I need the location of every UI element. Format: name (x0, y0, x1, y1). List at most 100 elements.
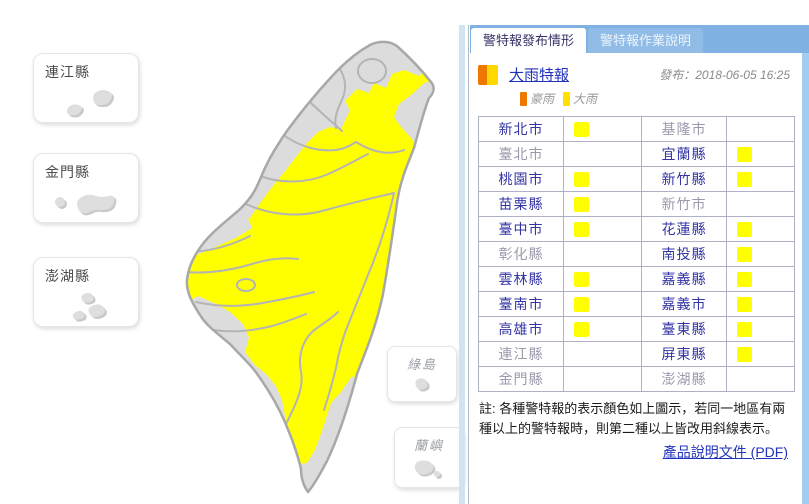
big-rain-legend-label: 大雨 (573, 92, 598, 106)
warning-table-row: 苗栗縣 新竹市 (478, 191, 795, 217)
big-rain-chip (737, 171, 752, 187)
county-name-cell[interactable]: 桃園市 (478, 166, 564, 192)
warning-table-row: 連江縣 屏東縣 (478, 341, 795, 367)
warning-chip-cell (726, 191, 795, 217)
warning-chip-cell (563, 116, 642, 142)
islet-box-green-island[interactable]: 綠島 (387, 346, 457, 402)
county-name-cell: 臺北市 (478, 141, 564, 167)
panel-left-border (468, 25, 469, 504)
chiayi-city-boundary (236, 278, 256, 292)
taiwan-warning-map[interactable] (160, 18, 478, 504)
big-rain-chip (737, 346, 752, 362)
big-rain-chip (574, 221, 589, 237)
county-name-cell[interactable]: 臺南市 (478, 291, 564, 317)
warning-chip-cell (563, 266, 642, 292)
county-name-cell[interactable]: 臺中市 (478, 216, 564, 242)
offshore-county-label: 金門縣 (45, 164, 90, 180)
county-name-cell: 澎湖縣 (641, 366, 727, 392)
penghu-islands-icon (72, 292, 107, 322)
warning-chip-cell (726, 241, 795, 267)
green-island-icon (415, 378, 430, 392)
tab-warning-info[interactable]: 警特報作業說明 (588, 28, 704, 53)
big-rain-color-half (487, 64, 498, 85)
offshore-county-label: 連江縣 (45, 64, 90, 80)
product-doc-pdf-link[interactable]: 產品說明文件 (PDF) (662, 444, 788, 461)
tab-warning-status[interactable]: 警特報發布情形 (471, 28, 587, 53)
warning-chip-cell (726, 266, 795, 292)
county-name-cell[interactable]: 高雄市 (478, 316, 564, 342)
offshore-box-penghu[interactable]: 澎湖縣 (33, 257, 139, 327)
county-name-cell[interactable]: 屏東縣 (641, 341, 727, 367)
warning-table-row: 臺南市 嘉義市 (478, 291, 795, 317)
issued-timestamp: 發布：2018-06-05 16:25 (659, 68, 790, 82)
warning-chip-cell (726, 166, 795, 192)
warning-chip-cell (726, 316, 795, 342)
warning-chip-cell (726, 291, 795, 317)
county-name-cell[interactable]: 宜蘭縣 (641, 141, 727, 167)
islet-label: 蘭嶼 (413, 438, 444, 453)
heavy-rain-legend-label: 豪雨 (530, 92, 555, 106)
county-name-cell[interactable]: 新竹縣 (641, 166, 727, 192)
county-name-cell[interactable]: 雲林縣 (478, 266, 564, 292)
big-rain-chip (574, 171, 589, 187)
county-name-cell[interactable]: 臺東縣 (641, 316, 727, 342)
warning-chip-cell (563, 166, 642, 192)
big-rain-chip (574, 321, 589, 337)
warning-table-row: 彰化縣 南投縣 (478, 241, 795, 267)
doc-link-row: 產品說明文件 (PDF) (478, 442, 788, 462)
islet-box-orchid-island[interactable]: 蘭嶼 (394, 427, 464, 488)
heavy-rain-color-half (478, 64, 487, 85)
big-rain-chip (737, 321, 752, 337)
warning-chip-cell (726, 216, 795, 242)
county-name-cell: 彰化縣 (478, 241, 564, 267)
county-name-cell: 金門縣 (478, 366, 564, 392)
big-rain-chip (737, 296, 752, 312)
matsu-islands-icon (66, 90, 114, 118)
rain-advisory-icon (478, 64, 498, 85)
county-name-cell: 新竹市 (641, 191, 727, 217)
warning-table-row: 高雄市 臺東縣 (478, 316, 795, 342)
warning-table-row: 臺北市 宜蘭縣 (478, 141, 795, 167)
color-note: 註: 各種警特報的表示顏色如上圖示，若同一地區有兩種以上的警特報時，則第二種以上… (479, 401, 786, 437)
warning-chip-cell (563, 366, 642, 392)
county-name-cell[interactable]: 花蓮縣 (641, 216, 727, 242)
heavy-rain-advisory-link[interactable]: 大雨特報 (509, 67, 570, 84)
big-rain-chip (737, 246, 752, 262)
panel-left-strip (459, 25, 465, 504)
big-rain-chip (737, 271, 752, 287)
warning-chip-cell (563, 141, 642, 167)
warning-table-row: 新北市 基隆市 (478, 116, 795, 142)
county-name-cell: 連江縣 (478, 341, 564, 367)
big-rain-legend-chip (563, 91, 571, 106)
county-name-cell[interactable]: 嘉義市 (641, 291, 727, 317)
warning-chip-cell (563, 241, 642, 267)
county-name-cell[interactable]: 新北市 (478, 116, 564, 142)
orchid-island-icon (414, 460, 442, 479)
warning-chip-cell (563, 291, 642, 317)
big-rain-chip (737, 146, 752, 162)
warning-chip-cell (563, 316, 642, 342)
islet-label: 綠島 (406, 357, 437, 372)
advisory-panel: 警特報發布情形 警特報作業說明 大雨特報 發布：2018-06-05 16:25… (470, 25, 809, 504)
warning-chip-cell (726, 116, 795, 142)
warning-table-row: 臺中市 花蓮縣 (478, 216, 795, 242)
county-name-cell[interactable]: 南投縣 (641, 241, 727, 267)
county-name-cell[interactable]: 嘉義縣 (641, 266, 727, 292)
county-name-cell: 基隆市 (641, 116, 727, 142)
county-warning-table: 新北市 基隆市 臺北市 宜蘭縣 桃園市 新竹縣 苗栗縣 新竹市 臺中市 花蓮縣 彰化縣 南投縣 雲林縣嘉… (478, 116, 795, 392)
warning-table-row: 雲林縣 嘉義縣 (478, 266, 795, 292)
tab-bar: 警特報發布情形 警特報作業說明 (470, 25, 809, 53)
heavy-rain-legend-chip (520, 91, 527, 106)
big-rain-chip (574, 121, 589, 137)
big-rain-chip (574, 196, 589, 212)
offshore-box-kinmen[interactable]: 金門縣 (33, 153, 139, 223)
warning-chip-cell (726, 141, 795, 167)
taiwan-coastline (185, 40, 435, 494)
rain-legend: 豪雨 大雨 (520, 90, 802, 107)
county-name-cell[interactable]: 苗栗縣 (478, 191, 564, 217)
warning-table-row: 桃園市 新竹縣 (478, 166, 795, 192)
offshore-box-lienchiang[interactable]: 連江縣 (33, 53, 139, 123)
offshore-county-label: 澎湖縣 (45, 268, 90, 284)
warning-header: 大雨特報 發布：2018-06-05 16:25 (478, 64, 802, 85)
